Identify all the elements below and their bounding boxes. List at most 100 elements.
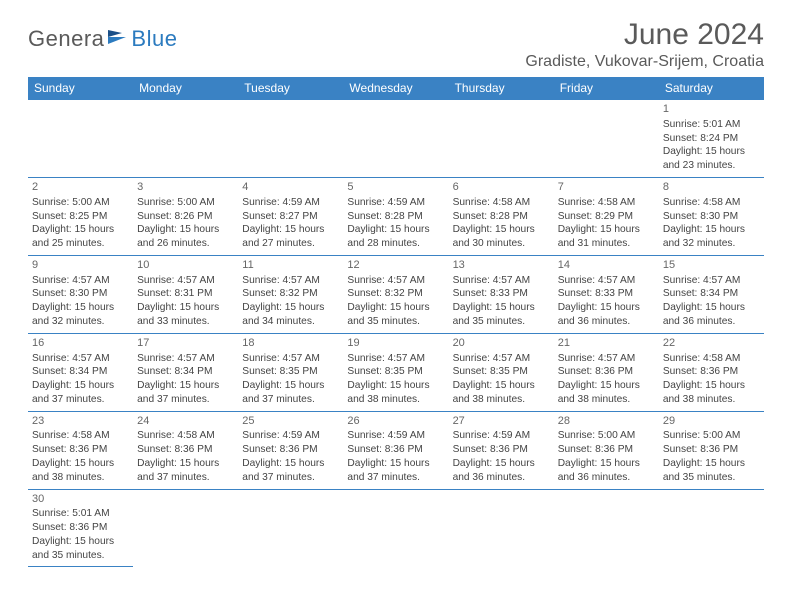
daylight-line: Daylight: 15 hours and 36 minutes. [558,301,655,329]
sunrise-line: Sunrise: 5:01 AM [32,507,129,521]
daylight-line: Daylight: 15 hours and 37 minutes. [347,457,444,485]
sunset-line: Sunset: 8:34 PM [137,365,234,379]
sunset-line: Sunset: 8:36 PM [453,443,550,457]
day-number: 16 [32,336,129,351]
sunset-line: Sunset: 8:30 PM [32,287,129,301]
day-number: 15 [663,258,760,273]
daylight-line: Daylight: 15 hours and 34 minutes. [242,301,339,329]
day-cell: 14Sunrise: 4:57 AMSunset: 8:33 PMDayligh… [554,255,659,333]
sunrise-line: Sunrise: 5:00 AM [558,429,655,443]
sunset-line: Sunset: 8:32 PM [347,287,444,301]
daylight-line: Daylight: 15 hours and 27 minutes. [242,223,339,251]
calendar-row: 30Sunrise: 5:01 AMSunset: 8:36 PMDayligh… [28,489,764,567]
day-number: 25 [242,414,339,429]
day-number: 18 [242,336,339,351]
month-title: June 2024 [525,18,764,51]
sunrise-line: Sunrise: 4:57 AM [32,274,129,288]
sunrise-line: Sunrise: 4:57 AM [32,352,129,366]
sunrise-line: Sunrise: 4:58 AM [32,429,129,443]
day-cell: 3Sunrise: 5:00 AMSunset: 8:26 PMDaylight… [133,177,238,255]
weekday-header: Saturday [659,77,764,100]
day-cell: 24Sunrise: 4:58 AMSunset: 8:36 PMDayligh… [133,411,238,489]
day-cell: 18Sunrise: 4:57 AMSunset: 8:35 PMDayligh… [238,333,343,411]
daylight-line: Daylight: 15 hours and 36 minutes. [558,457,655,485]
calendar-row: 2Sunrise: 5:00 AMSunset: 8:25 PMDaylight… [28,177,764,255]
day-cell: 27Sunrise: 4:59 AMSunset: 8:36 PMDayligh… [449,411,554,489]
sunset-line: Sunset: 8:36 PM [137,443,234,457]
calendar-row: 9Sunrise: 4:57 AMSunset: 8:30 PMDaylight… [28,255,764,333]
day-number: 7 [558,180,655,195]
sunset-line: Sunset: 8:36 PM [663,443,760,457]
day-cell: 30Sunrise: 5:01 AMSunset: 8:36 PMDayligh… [28,489,133,567]
sunset-line: Sunset: 8:35 PM [347,365,444,379]
daylight-line: Daylight: 15 hours and 38 minutes. [347,379,444,407]
empty-cell [343,100,448,177]
calendar-table: SundayMondayTuesdayWednesdayThursdayFrid… [28,77,764,567]
sunrise-line: Sunrise: 4:57 AM [137,274,234,288]
day-number: 19 [347,336,444,351]
daylight-line: Daylight: 15 hours and 32 minutes. [32,301,129,329]
daylight-line: Daylight: 15 hours and 35 minutes. [347,301,444,329]
sunset-line: Sunset: 8:36 PM [558,365,655,379]
sunset-line: Sunset: 8:35 PM [242,365,339,379]
day-number: 28 [558,414,655,429]
day-cell: 1Sunrise: 5:01 AMSunset: 8:24 PMDaylight… [659,100,764,177]
sunrise-line: Sunrise: 4:57 AM [558,352,655,366]
sunrise-line: Sunrise: 4:59 AM [453,429,550,443]
logo-flag-icon [108,28,128,51]
daylight-line: Daylight: 15 hours and 37 minutes. [242,379,339,407]
sunrise-line: Sunrise: 4:57 AM [242,352,339,366]
sunrise-line: Sunrise: 5:00 AM [663,429,760,443]
day-number: 3 [137,180,234,195]
day-cell: 16Sunrise: 4:57 AMSunset: 8:34 PMDayligh… [28,333,133,411]
day-number: 13 [453,258,550,273]
weekday-header: Friday [554,77,659,100]
day-cell: 29Sunrise: 5:00 AMSunset: 8:36 PMDayligh… [659,411,764,489]
daylight-line: Daylight: 15 hours and 38 minutes. [663,379,760,407]
weekday-header: Monday [133,77,238,100]
day-number: 6 [453,180,550,195]
sunrise-line: Sunrise: 4:57 AM [242,274,339,288]
sunset-line: Sunset: 8:34 PM [663,287,760,301]
day-cell: 26Sunrise: 4:59 AMSunset: 8:36 PMDayligh… [343,411,448,489]
logo-text-main: Genera [28,26,104,52]
weekday-header: Wednesday [343,77,448,100]
sunrise-line: Sunrise: 4:57 AM [137,352,234,366]
sunset-line: Sunset: 8:28 PM [347,210,444,224]
day-number: 5 [347,180,444,195]
sunset-line: Sunset: 8:29 PM [558,210,655,224]
calendar-row: 1Sunrise: 5:01 AMSunset: 8:24 PMDaylight… [28,100,764,177]
day-number: 1 [663,102,760,117]
calendar-header-row: SundayMondayTuesdayWednesdayThursdayFrid… [28,77,764,100]
sunset-line: Sunset: 8:36 PM [32,521,129,535]
daylight-line: Daylight: 15 hours and 33 minutes. [137,301,234,329]
daylight-line: Daylight: 15 hours and 23 minutes. [663,145,760,173]
day-number: 20 [453,336,550,351]
sunset-line: Sunset: 8:32 PM [242,287,339,301]
sunset-line: Sunset: 8:26 PM [137,210,234,224]
daylight-line: Daylight: 15 hours and 35 minutes. [663,457,760,485]
day-cell: 23Sunrise: 4:58 AMSunset: 8:36 PMDayligh… [28,411,133,489]
day-number: 21 [558,336,655,351]
sunrise-line: Sunrise: 4:58 AM [137,429,234,443]
calendar-page: Genera Blue June 2024 Gradiste, Vukovar-… [0,0,792,567]
day-cell: 22Sunrise: 4:58 AMSunset: 8:36 PMDayligh… [659,333,764,411]
sunrise-line: Sunrise: 4:58 AM [663,352,760,366]
sunset-line: Sunset: 8:31 PM [137,287,234,301]
day-cell: 20Sunrise: 4:57 AMSunset: 8:35 PMDayligh… [449,333,554,411]
calendar-row: 16Sunrise: 4:57 AMSunset: 8:34 PMDayligh… [28,333,764,411]
sunset-line: Sunset: 8:30 PM [663,210,760,224]
daylight-line: Daylight: 15 hours and 36 minutes. [453,457,550,485]
day-number: 12 [347,258,444,273]
sunset-line: Sunset: 8:34 PM [32,365,129,379]
location-subtitle: Gradiste, Vukovar-Srijem, Croatia [525,53,764,71]
sunset-line: Sunset: 8:27 PM [242,210,339,224]
daylight-line: Daylight: 15 hours and 31 minutes. [558,223,655,251]
daylight-line: Daylight: 15 hours and 38 minutes. [32,457,129,485]
weekday-header: Tuesday [238,77,343,100]
empty-cell [659,489,764,567]
sunset-line: Sunset: 8:36 PM [347,443,444,457]
sunrise-line: Sunrise: 4:57 AM [347,352,444,366]
daylight-line: Daylight: 15 hours and 30 minutes. [453,223,550,251]
day-number: 26 [347,414,444,429]
